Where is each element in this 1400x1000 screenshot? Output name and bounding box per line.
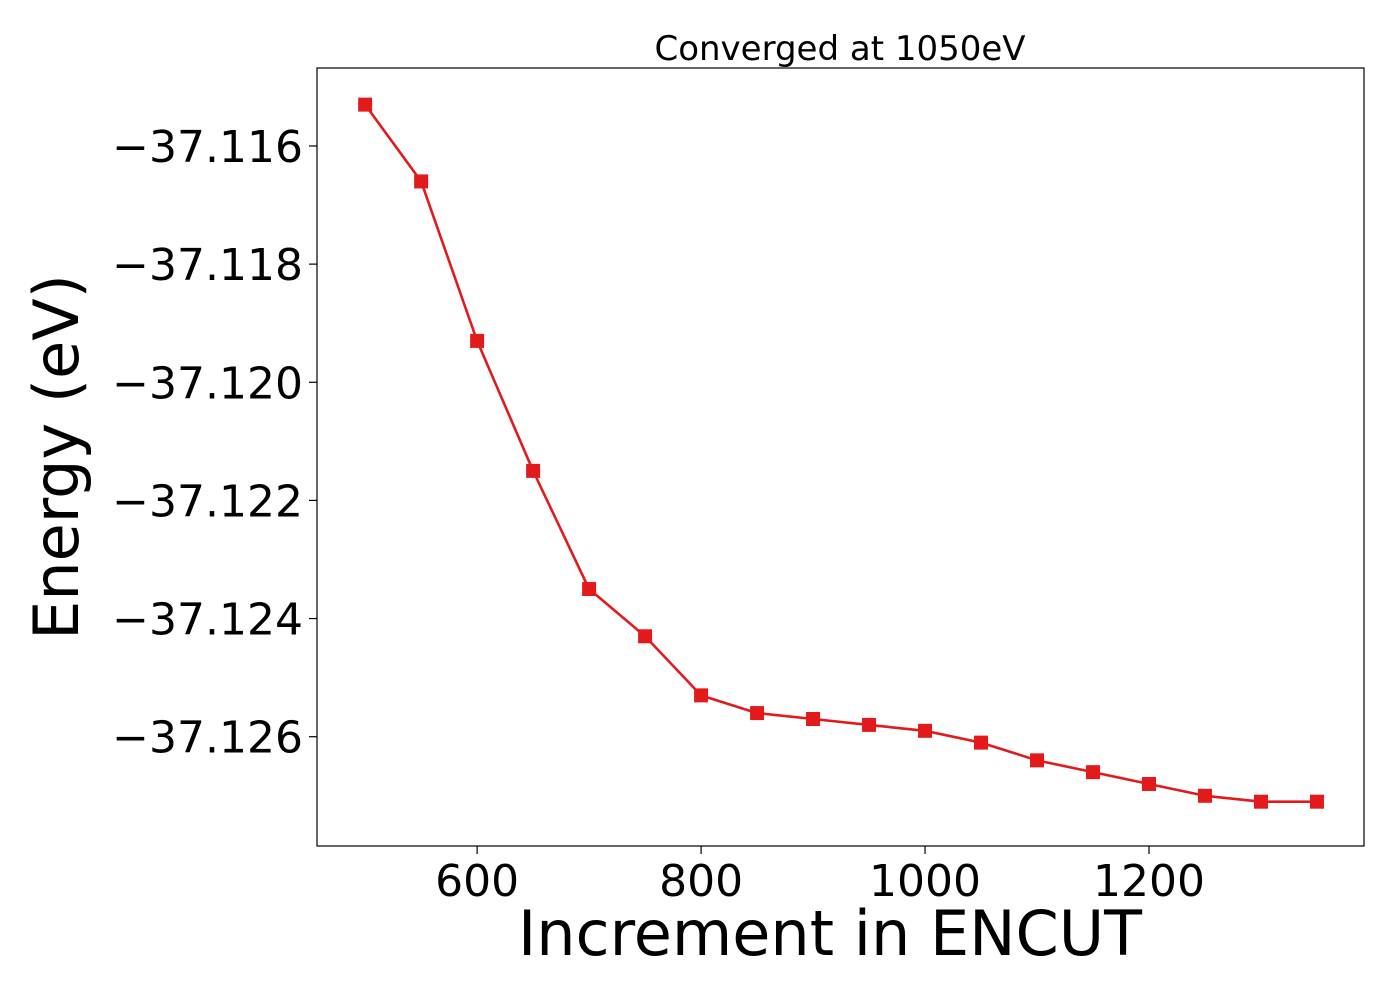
plot-frame <box>316 67 1365 847</box>
data-point-marker <box>582 582 597 597</box>
data-point-marker <box>806 711 821 726</box>
data-point-marker <box>414 174 429 189</box>
y-tick-label: −37.120 <box>112 358 303 409</box>
y-tick-label: −37.122 <box>112 476 303 527</box>
x-axis-label: Increment in ENCUT <box>518 897 1143 970</box>
data-point-marker <box>694 688 709 703</box>
y-tick-label: −37.118 <box>112 240 303 291</box>
data-point-marker <box>470 333 485 348</box>
series-line <box>364 103 1317 803</box>
data-point-marker <box>1253 794 1268 809</box>
chart-title: Converged at 1050eV <box>654 29 1025 69</box>
y-tick-label: −37.116 <box>112 122 303 173</box>
y-tick-label: −37.126 <box>112 713 303 764</box>
data-point-marker <box>1309 794 1324 809</box>
y-tick-label: −37.124 <box>112 595 303 646</box>
data-point-marker <box>1086 765 1101 780</box>
data-point-marker <box>862 717 877 732</box>
x-tick-label: 800 <box>659 856 743 907</box>
data-point-marker <box>1197 788 1212 803</box>
data-point-marker <box>918 723 933 738</box>
x-tick-label: 1000 <box>869 856 981 907</box>
x-tick-label: 600 <box>435 856 519 907</box>
data-point-marker <box>1030 753 1045 768</box>
data-point-marker <box>358 97 373 112</box>
x-tick-label: 1200 <box>1093 856 1205 907</box>
data-point-marker <box>638 629 653 644</box>
series-layer <box>358 97 1324 809</box>
y-axis-ticks: −37.116 −37.118 −37.120 −37.122 −37.124 −37.1… <box>112 122 317 764</box>
x-axis-ticks: 600 800 1000 1200 <box>435 846 1205 907</box>
y-axis-label: Energy (eV) <box>20 274 93 640</box>
data-point-marker <box>526 463 541 478</box>
data-point-marker <box>750 706 765 721</box>
data-point-marker <box>974 735 989 750</box>
data-point-marker <box>1142 776 1157 791</box>
